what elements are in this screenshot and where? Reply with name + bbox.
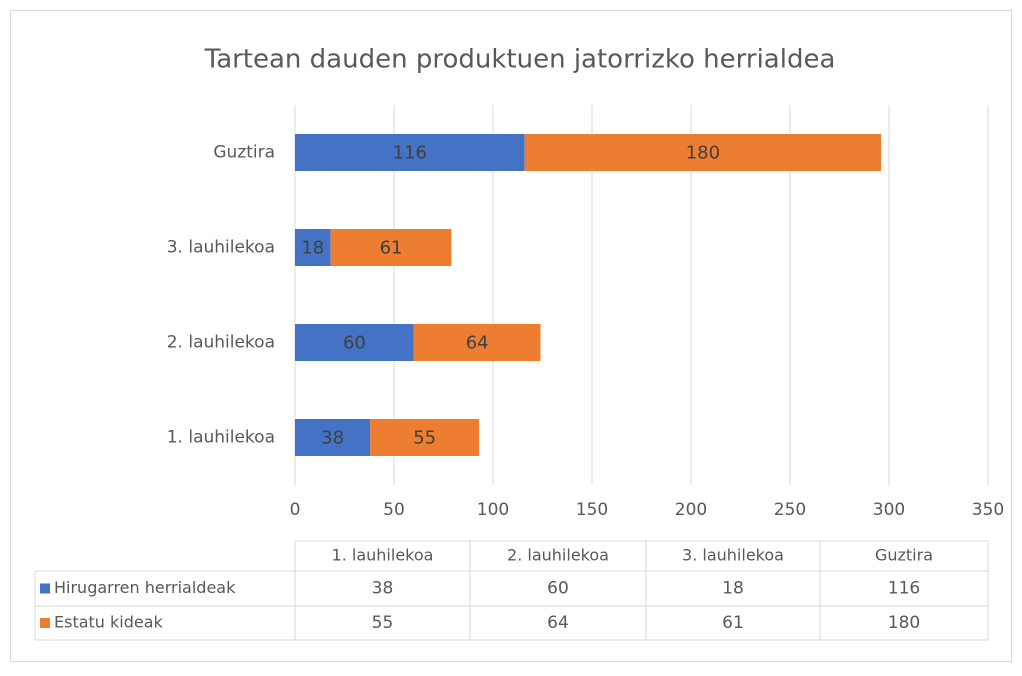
x-tick-label: 50 bbox=[383, 500, 405, 520]
bar-segment bbox=[370, 419, 480, 456]
data-label: 18 bbox=[301, 238, 324, 259]
data-label: 55 bbox=[413, 428, 436, 449]
y-tick-label: Guztira bbox=[213, 143, 275, 163]
table-header: 2. lauhilekoa bbox=[507, 546, 609, 565]
chart-title: Tartean dauden produktuen jatorrizko her… bbox=[204, 45, 836, 75]
y-tick-label: 2. lauhilekoa bbox=[167, 333, 275, 353]
table-cell: 60 bbox=[547, 579, 569, 599]
bar-segment bbox=[413, 324, 541, 361]
data-label: 116 bbox=[393, 143, 427, 164]
table-cell: 116 bbox=[888, 579, 920, 599]
y-tick-label: 1. lauhilekoa bbox=[167, 428, 275, 448]
data-label: 60 bbox=[343, 333, 366, 354]
x-tick-label: 250 bbox=[774, 500, 806, 520]
data-label: 180 bbox=[686, 143, 720, 164]
table-cell: 18 bbox=[722, 579, 744, 599]
x-tick-label: 200 bbox=[675, 500, 707, 520]
table-cell: 61 bbox=[722, 613, 744, 633]
legend-label: Hirugarren herrialdeak bbox=[54, 578, 236, 597]
data-label: 38 bbox=[321, 428, 344, 449]
legend-key bbox=[40, 618, 50, 628]
table-cell: 180 bbox=[888, 613, 920, 633]
bar-segment bbox=[295, 229, 331, 266]
x-tick-label: 0 bbox=[290, 500, 301, 520]
table-cell: 55 bbox=[372, 613, 394, 633]
table-header: 3. lauhilekoa bbox=[682, 546, 784, 565]
x-tick-label: 100 bbox=[477, 500, 509, 520]
table-header: 1. lauhilekoa bbox=[332, 546, 434, 565]
y-tick-label: 3. lauhilekoa bbox=[167, 238, 275, 258]
bar-segment bbox=[524, 134, 882, 171]
bar-segment bbox=[330, 229, 452, 266]
bar-segment bbox=[295, 134, 525, 171]
table-header: Guztira bbox=[875, 546, 933, 565]
table-cell: 64 bbox=[547, 613, 569, 633]
data-label: 61 bbox=[380, 238, 403, 259]
x-tick-label: 150 bbox=[576, 500, 608, 520]
bar-segment bbox=[295, 324, 414, 361]
bar-segment bbox=[295, 419, 371, 456]
data-label: 64 bbox=[466, 333, 489, 354]
x-tick-label: 300 bbox=[873, 500, 905, 520]
table-cell: 38 bbox=[372, 579, 394, 599]
x-tick-label: 350 bbox=[972, 500, 1004, 520]
legend-key bbox=[40, 583, 50, 594]
legend-label: Estatu kideak bbox=[54, 613, 164, 632]
